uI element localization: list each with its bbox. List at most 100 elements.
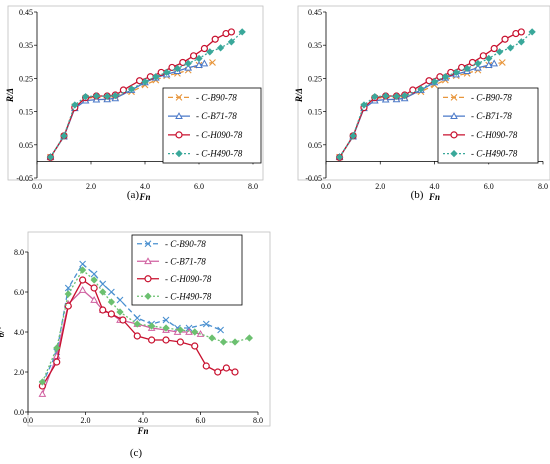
data-point [231, 338, 239, 346]
y-tick-label: 0.25 [308, 74, 322, 83]
x-tick-label: 0.0 [23, 416, 33, 425]
data-point [107, 310, 115, 318]
x-tick-label: 8.0 [538, 182, 548, 191]
data-point [371, 93, 379, 101]
data-point [79, 276, 87, 284]
x-axis-label: Fn [428, 192, 440, 202]
data-point [211, 35, 219, 43]
y-axis-label: θ/° [0, 326, 6, 337]
data-point [79, 260, 87, 268]
data-point [53, 358, 61, 366]
legend-marker [450, 112, 458, 120]
series-C-H490-78 [335, 28, 536, 161]
legend-label: - C-B71-78 [165, 256, 206, 266]
x-tick-label: 4.0 [138, 416, 148, 425]
data-point [517, 28, 525, 36]
data-point [127, 85, 136, 93]
data-point [468, 58, 477, 67]
data-point [176, 338, 184, 346]
data-point [528, 28, 536, 36]
chart-frame [297, 5, 550, 181]
data-point [195, 61, 203, 69]
legend-label: - C-B90-78 [165, 239, 206, 249]
legend: - C-B90-78 - C-B71-78 - C-H090-78 - C-H490-… [437, 87, 539, 164]
data-point [484, 61, 493, 69]
data-point [425, 77, 433, 85]
data-point [90, 284, 98, 292]
data-point [107, 288, 115, 296]
data-point [99, 280, 107, 288]
data-point [209, 59, 216, 66]
data-point [81, 93, 90, 101]
y-tick-label: -0.05 [16, 174, 33, 183]
data-point [202, 320, 210, 328]
y-tick-label: 0.0 [14, 408, 24, 417]
data-point [417, 85, 425, 93]
data-point [90, 276, 98, 284]
series-C-H090-78 [38, 276, 239, 390]
legend-marker [450, 149, 458, 158]
series-C-H490-78 [46, 28, 246, 161]
data-point [506, 44, 515, 52]
chart-3: 0.0 2.0 4.0 6.0 8.0 0.0 2.0 4.0 6.0 8.0 Fn θ/° - C-B… [0, 231, 271, 459]
x-tick-label: 4.0 [430, 182, 440, 191]
data-point [517, 38, 525, 46]
y-axis-label: R/Δ [294, 88, 304, 103]
legend-label: - C-H090-78 [196, 130, 243, 140]
y-tick-label: 0.15 [308, 108, 322, 117]
data-point [501, 35, 509, 43]
data-point [227, 28, 235, 36]
data-point [133, 332, 141, 340]
legend: - C-B90-78 - C-B71-78 - C-H090-78 - C-H490-… [162, 87, 262, 164]
data-point [141, 78, 149, 86]
x-tick-label: 4.0 [140, 182, 150, 191]
legend-label: - C-H490-78 [471, 149, 518, 159]
data-point [238, 28, 246, 36]
data-point [463, 64, 471, 73]
data-point [401, 92, 409, 100]
legend-label: - C-H090-78 [165, 274, 212, 284]
legend-marker [144, 257, 152, 265]
data-point [116, 308, 124, 316]
data-point [90, 295, 98, 303]
data-point [152, 73, 160, 81]
data-point [116, 296, 124, 304]
x-tick-label: 6.0 [484, 182, 494, 191]
chart-1: 0.0 2.0 4.0 6.0 8.0 -0.05 0.05 0.15 0.25 0.35 0.45… [5, 5, 264, 202]
legend-box [437, 87, 539, 164]
legend-marker [175, 112, 183, 120]
data-point [99, 288, 107, 296]
data-point [173, 64, 182, 73]
data-point [46, 153, 55, 161]
y-tick-label: 0.45 [19, 8, 33, 17]
data-point [222, 364, 230, 372]
panel-caption: (c) [130, 447, 143, 459]
data-point [53, 344, 61, 352]
data-point [71, 101, 79, 109]
data-point [349, 132, 357, 140]
data-point [479, 52, 487, 60]
data-point [162, 316, 170, 324]
panel-caption: (b) [411, 189, 424, 201]
legend-label: - C-H490-78 [165, 291, 212, 301]
y-tick-label: 6.0 [14, 288, 24, 297]
data-point [231, 368, 239, 376]
legend-marker [450, 131, 458, 139]
chart-frame [7, 5, 264, 181]
data-point [92, 92, 101, 100]
data-point [217, 326, 225, 334]
data-point [202, 362, 210, 370]
x-tick-label: 8.0 [253, 416, 263, 425]
legend-marker [175, 149, 183, 158]
data-point [184, 63, 193, 71]
data-point [190, 52, 198, 60]
data-point [490, 44, 498, 53]
data-point [214, 368, 222, 376]
legend-marker [144, 275, 152, 283]
panel-caption: (a) [127, 189, 140, 201]
data-point [133, 320, 141, 328]
data-point [133, 314, 141, 322]
x-tick-label: 2.0 [81, 416, 91, 425]
data-point [184, 59, 192, 68]
data-point [495, 48, 504, 56]
